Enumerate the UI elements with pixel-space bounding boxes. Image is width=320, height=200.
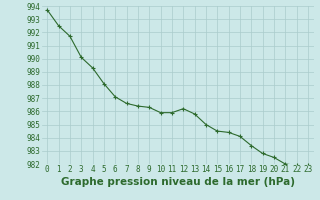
X-axis label: Graphe pression niveau de la mer (hPa): Graphe pression niveau de la mer (hPa) [60, 177, 295, 187]
